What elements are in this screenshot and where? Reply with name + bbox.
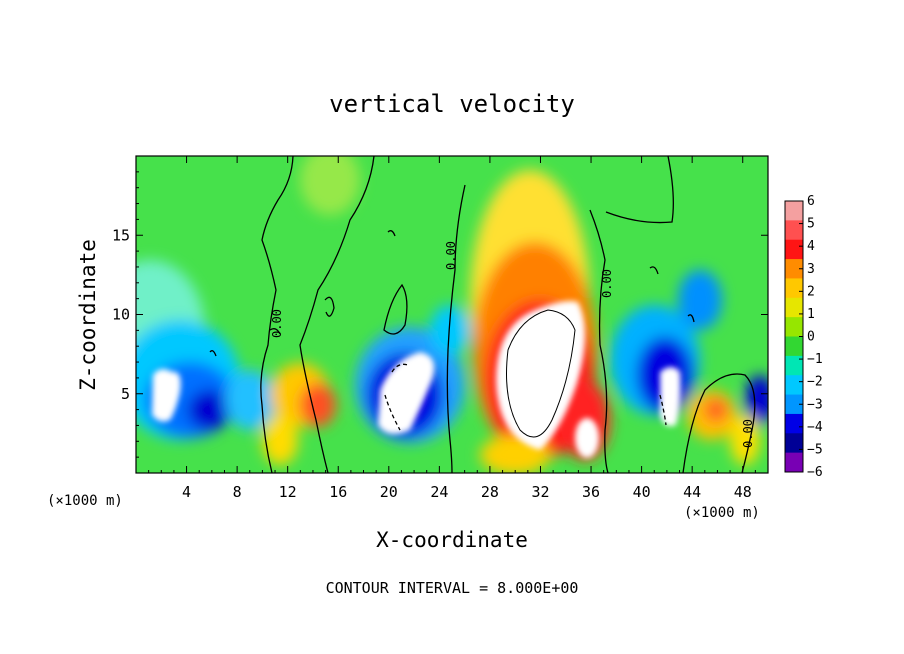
contour-label: 0.00 bbox=[270, 309, 284, 338]
x-tick-label: 28 bbox=[481, 483, 499, 501]
colorbar-tick-label: −6 bbox=[807, 465, 823, 480]
colorbar-swatch bbox=[785, 394, 803, 415]
colorbar-swatch bbox=[785, 297, 803, 318]
colorbar-tick-label: 3 bbox=[807, 262, 815, 277]
chart-title: vertical velocity bbox=[329, 90, 575, 118]
colorbar-swatch bbox=[785, 278, 803, 299]
x-tick-label: 8 bbox=[233, 483, 242, 501]
colorbar-swatch bbox=[785, 239, 803, 260]
colorbar-swatch bbox=[785, 259, 803, 279]
x-tick-label: 44 bbox=[683, 483, 701, 501]
colorbar: 6 5 4 3 2 1 0 −1 −2 −3 −4 −5 −6 bbox=[784, 194, 823, 480]
y-tick-label: 5 bbox=[121, 385, 130, 403]
colorbar-tick-label: −2 bbox=[807, 375, 823, 390]
x-tick-label: 24 bbox=[430, 483, 448, 501]
x-tick-label: 36 bbox=[582, 483, 600, 501]
contour-label: 0.00 bbox=[741, 419, 755, 448]
x-unit-label: (×1000 m) bbox=[47, 493, 123, 509]
x-tick-label: 32 bbox=[531, 483, 549, 501]
colorbar-swatch bbox=[785, 375, 803, 396]
plot-field: 0.00 0.00 0.00 0.00 bbox=[136, 156, 768, 473]
colorbar-tick-label: −5 bbox=[807, 442, 823, 457]
contour-label: 0.00 bbox=[600, 269, 614, 298]
contour-interval-footer: CONTOUR INTERVAL = 8.000E+00 bbox=[326, 579, 579, 597]
contour-lines bbox=[209, 156, 756, 473]
y-tick-label: 15 bbox=[112, 226, 130, 244]
x-tick-label: 20 bbox=[380, 483, 398, 501]
x-tick-label: 48 bbox=[734, 483, 752, 501]
x-tick-label: 4 bbox=[182, 483, 191, 501]
x-unit-label-right: (×1000 m) bbox=[684, 505, 760, 521]
colorbar-swatch bbox=[785, 355, 803, 376]
colorbar-swatch bbox=[785, 336, 803, 357]
colorbar-tick-label: 2 bbox=[807, 284, 815, 299]
contour-label: 0.00 bbox=[444, 241, 458, 270]
x-axis: 4 8 12 16 20 24 28 32 36 40 44 48 bbox=[148, 156, 756, 501]
colorbar-swatch bbox=[785, 317, 803, 337]
colorbar-tick-label: 5 bbox=[807, 217, 815, 232]
x-tick-label: 12 bbox=[279, 483, 297, 501]
colorbar-tick-label: 6 bbox=[807, 194, 815, 209]
colorbar-tick-label: −4 bbox=[807, 420, 823, 435]
colorbar-swatch bbox=[785, 452, 803, 473]
y-tick-label: 10 bbox=[112, 306, 130, 324]
colorbar-swatch bbox=[785, 413, 803, 434]
colorbar-tick-label: −3 bbox=[807, 397, 823, 412]
colorbar-swatch bbox=[785, 201, 803, 221]
y-axis: 5 10 15 bbox=[112, 171, 768, 458]
y-axis-label: Z-coordinate bbox=[76, 239, 100, 391]
colorbar-tick-label: 4 bbox=[807, 239, 815, 254]
x-axis-label: X-coordinate bbox=[376, 528, 528, 552]
colorbar-swatch bbox=[785, 433, 803, 454]
colorbar-tick-label: 0 bbox=[807, 330, 815, 345]
colorbar-swatch bbox=[785, 220, 803, 241]
colorbar-tick-label: 1 bbox=[807, 307, 815, 322]
x-tick-label: 16 bbox=[329, 483, 347, 501]
x-tick-label: 40 bbox=[633, 483, 651, 501]
colorbar-tick-label: −1 bbox=[807, 352, 823, 367]
